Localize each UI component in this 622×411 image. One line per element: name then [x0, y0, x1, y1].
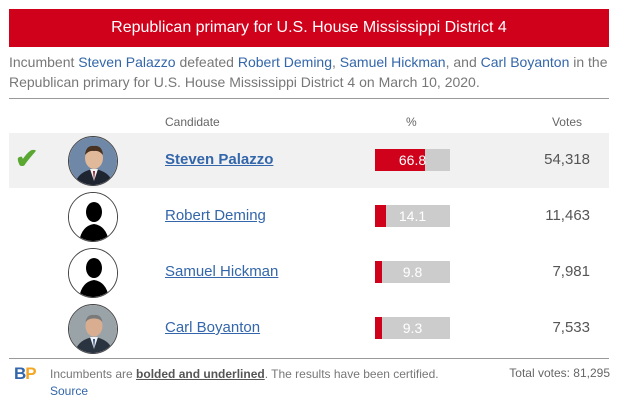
candidate-row: ✔ Steven Palazzo 66.8 54,318 — [9, 133, 609, 188]
bp-logo: BP — [14, 364, 37, 384]
link-candidate-2[interactable]: Samuel Hickman — [339, 54, 446, 70]
intro-prefix: Incumbent — [9, 54, 79, 70]
candidate-row: Robert Deming 14.1 11,463 — [9, 189, 609, 244]
header-divider — [9, 98, 609, 99]
vote-count: 54,318 — [544, 151, 590, 168]
logo-b: B — [14, 364, 26, 383]
silhouette-icon — [68, 248, 118, 298]
pct-label: 14.1 — [398, 208, 427, 224]
winner-check-icon: ✔ — [15, 143, 39, 174]
candidate-name[interactable]: Carl Boyanton — [165, 319, 261, 336]
link-winner[interactable]: Steven Palazzo — [78, 54, 176, 70]
pct-label: 66.8 — [398, 152, 427, 168]
logo-p: P — [25, 364, 36, 383]
photo-avatar — [68, 136, 118, 186]
pct-bar-fill — [375, 205, 386, 227]
footnote-emphasis: bolded and underlined — [136, 367, 265, 381]
pct-label: 9.8 — [402, 264, 423, 280]
candidate-name[interactable]: Samuel Hickman — [165, 263, 279, 280]
intro-and: , and — [445, 54, 481, 70]
pct-label: 9.3 — [402, 320, 423, 336]
intro-text: Incumbent Steven Palazzo defeated Robert… — [9, 52, 609, 92]
vote-count: 7,981 — [552, 263, 590, 280]
pct-bar: 9.3 — [375, 317, 450, 339]
candidate-name[interactable]: Steven Palazzo — [165, 151, 274, 168]
column-header-votes: Votes — [551, 115, 582, 129]
column-header-pct: % — [406, 115, 417, 129]
candidate-row: Carl Boyanton 9.3 7,533 — [9, 301, 609, 356]
candidate-name[interactable]: Robert Deming — [165, 207, 266, 224]
page-title: Republican primary for U.S. House Missis… — [9, 9, 609, 47]
link-candidate-1[interactable]: Robert Deming — [237, 54, 332, 70]
photo-avatar — [68, 304, 118, 354]
footer-divider — [9, 358, 609, 359]
pct-bar: 14.1 — [375, 205, 450, 227]
pct-bar: 9.8 — [375, 261, 450, 283]
candidate-row: Samuel Hickman 9.8 7,981 — [9, 245, 609, 300]
intro-comma: , — [332, 54, 340, 70]
vote-count: 11,463 — [545, 207, 590, 224]
pct-bar-fill — [375, 317, 382, 339]
pct-bar: 66.8 — [375, 149, 450, 171]
footnote-suffix: . The results have been certified. — [264, 367, 439, 381]
intro-suffix: in the Republican primary for U.S. House… — [9, 54, 608, 90]
footnote: Incumbents are bolded and underlined. Th… — [50, 366, 440, 400]
pct-bar-fill — [375, 261, 383, 283]
link-candidate-3[interactable]: Carl Boyanton — [480, 54, 570, 70]
column-header-candidate: Candidate — [165, 115, 220, 129]
pct-bar-fill — [375, 149, 426, 171]
intro-defeated: defeated — [175, 54, 238, 70]
total-votes: Total votes: 81,295 — [509, 366, 610, 380]
silhouette-icon — [68, 192, 118, 242]
source-link[interactable]: Source — [50, 384, 89, 398]
vote-count: 7,533 — [552, 319, 590, 336]
footnote-prefix: Incumbents are — [50, 367, 137, 381]
